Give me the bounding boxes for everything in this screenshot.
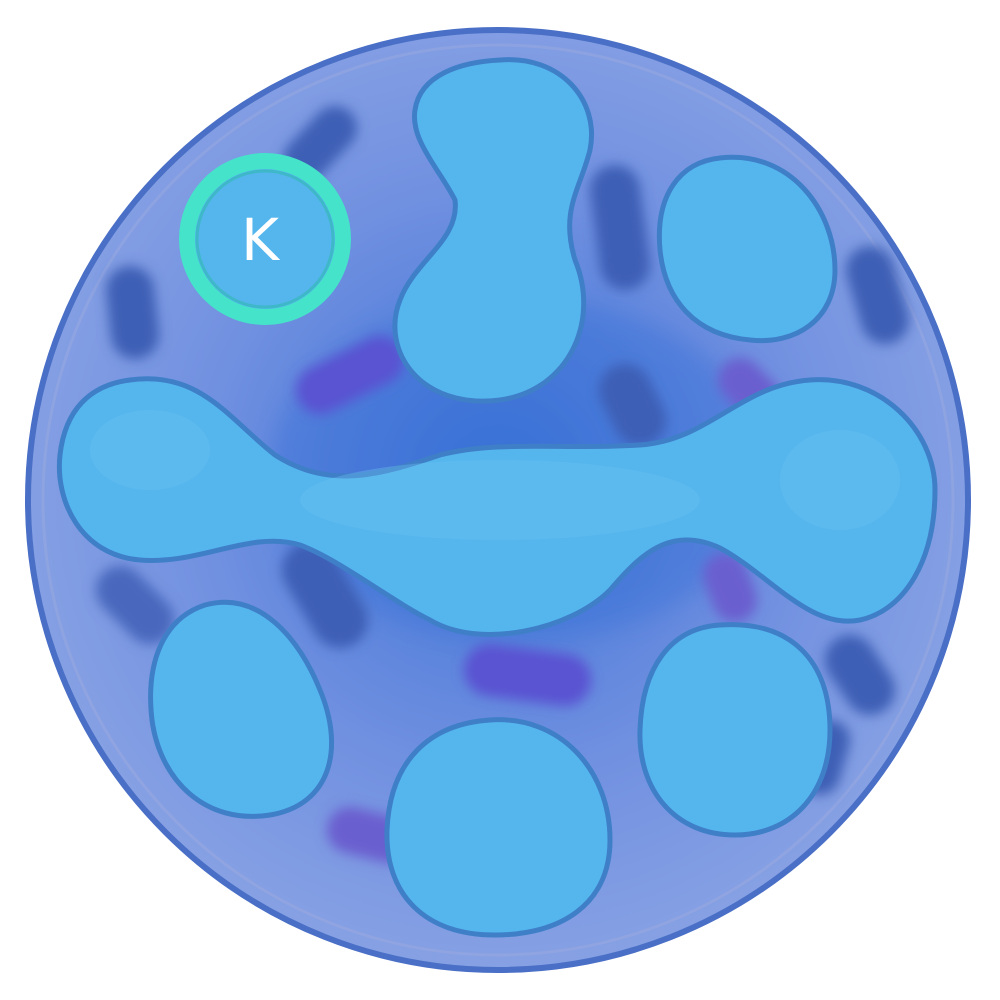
land-masses	[56, 57, 938, 938]
channel-stroke-violet	[327, 807, 413, 863]
highlight	[300, 460, 700, 540]
channel-stroke	[599, 364, 666, 446]
channel-stroke-violet	[296, 336, 404, 414]
island-southwest	[148, 599, 335, 819]
channel-stroke-violet	[464, 644, 591, 706]
channel-stroke-violet	[703, 553, 757, 622]
island-central	[56, 376, 938, 637]
map-disc-inner-rim	[41, 43, 955, 957]
channels	[96, 106, 909, 863]
channel-stroke	[825, 635, 895, 715]
highlight	[90, 410, 210, 490]
channel-stroke	[106, 266, 159, 359]
island-southeast	[637, 622, 833, 838]
player-marker[interactable]: K	[179, 153, 351, 325]
marker-ring	[179, 153, 351, 325]
island-south	[384, 717, 613, 938]
channel-stroke	[96, 566, 174, 644]
island-north	[392, 57, 594, 404]
highlight	[780, 430, 900, 530]
land-highlights	[90, 410, 900, 540]
channel-stroke	[283, 106, 357, 182]
marker-letter: K	[241, 206, 281, 274]
marker-ring-inner-edge	[195, 169, 335, 309]
island-northeast	[656, 154, 838, 344]
channel-stroke	[282, 542, 368, 648]
channel-stroke	[590, 165, 650, 290]
channel-stroke	[846, 246, 909, 344]
